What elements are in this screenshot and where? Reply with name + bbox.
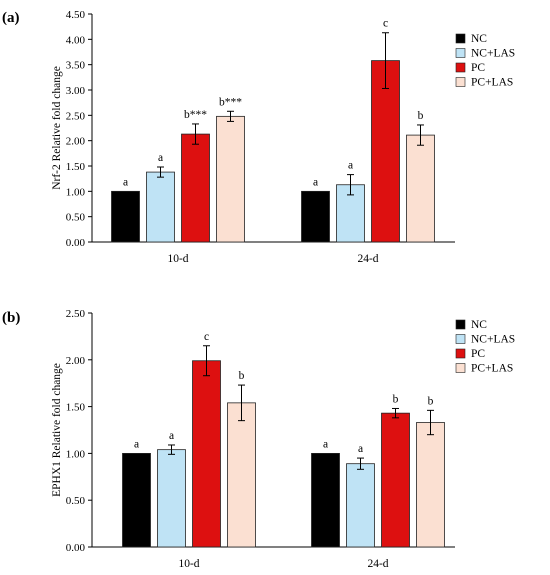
panel-label: (a) [2, 10, 20, 26]
category-label: 10-d [178, 558, 199, 570]
y-tick-label: 2.00 [66, 355, 86, 367]
bar-nc-plus-las-24-d [346, 463, 375, 548]
significance-letter: a [158, 152, 163, 164]
legend-entry: PC [471, 62, 485, 74]
y-tick-label: 2.50 [66, 308, 86, 320]
panel-b: (b) 0.00 0.50 1.00 1.50 2.00 2.50 EPHX1 Relativ… [2, 308, 515, 570]
significance-letter: a [348, 160, 353, 172]
bar-pc-plus-las-24-d [416, 422, 445, 548]
legend-entry: NC+LAS [471, 48, 515, 60]
y-tick-label: 4.00 [66, 34, 86, 46]
y-axis-title: Nrf-2 Relative fold change [51, 66, 63, 190]
panel-a: (a) 0.00 0.50 1.00 1.50 2.00 2.50 3.00 3.50 4.00 4… [2, 9, 515, 265]
legend-entry: PC [471, 348, 485, 360]
legend-entry: NC+LAS [471, 334, 515, 346]
bar-nc-plus-las-10-d [157, 449, 186, 548]
significance-letter: b*** [219, 96, 242, 108]
y-tick-label: 1.00 [66, 186, 86, 198]
y-tick-label: 1.00 [66, 448, 86, 460]
y-tick-label: 2.50 [66, 110, 86, 122]
bar-pc-10-d [192, 360, 221, 548]
bar-nc-plus-las-10-d [146, 171, 175, 243]
bar-pc-24-d [371, 60, 400, 243]
significance-letter: b [393, 393, 399, 405]
bar-nc-24-d [311, 452, 340, 548]
significance-letter: a [313, 176, 318, 188]
y-tick-label: 4.50 [66, 9, 86, 21]
bar-nc-10-d [122, 452, 151, 548]
legend-swatch [455, 33, 466, 44]
y-tick-label: 3.50 [66, 60, 86, 72]
bar-pc-plus-las-24-d [406, 134, 435, 243]
y-tick-label: 1.50 [66, 402, 86, 414]
bar-pc-plus-las-10-d [227, 402, 256, 548]
significance-letter: a [323, 438, 328, 450]
significance-letter: a [169, 430, 174, 442]
significance-letter: c [204, 331, 209, 343]
y-tick-label: 0.50 [66, 212, 86, 224]
y-tick-label: 1.50 [66, 161, 86, 173]
significance-letter: c [383, 18, 388, 30]
legend-swatch [455, 334, 466, 344]
significance-letter: b [428, 395, 434, 407]
significance-letter: a [358, 443, 363, 455]
y-tick-label: 0.50 [66, 495, 86, 507]
panel-label: (b) [2, 310, 20, 326]
y-tick-label: 2.00 [66, 136, 86, 148]
significance-letter: b [418, 110, 424, 122]
significance-letter: a [123, 176, 128, 188]
bar-pc-10-d [181, 133, 210, 243]
legend-entry: PC+LAS [471, 363, 513, 375]
legend-swatch [455, 348, 466, 359]
bar-nc-24-d [301, 190, 330, 243]
category-label: 10-d [167, 253, 188, 265]
y-axis-title: EPHX1 Relative fold change [51, 363, 63, 497]
bar-pc-24-d [381, 412, 410, 548]
legend-swatch [455, 77, 466, 87]
legend-swatch [455, 62, 466, 73]
legend-swatch [455, 48, 466, 58]
bar-pc-plus-las-10-d [216, 115, 245, 243]
significance-letter: b*** [184, 109, 207, 121]
y-tick-label: 3.00 [66, 85, 86, 97]
legend-entry: NC [471, 319, 487, 331]
legend-swatch [455, 319, 466, 330]
significance-letter: b [239, 370, 245, 382]
bar-nc-10-d [111, 190, 140, 243]
legend-entry: NC [471, 33, 487, 45]
significance-letter: a [134, 438, 139, 450]
y-tick-label: 0.00 [66, 237, 86, 249]
y-tick-label: 0.00 [66, 542, 86, 554]
category-label: 24-d [357, 253, 378, 265]
legend-swatch [455, 363, 466, 373]
legend-entry: PC+LAS [471, 77, 513, 89]
category-label: 24-d [367, 558, 388, 570]
